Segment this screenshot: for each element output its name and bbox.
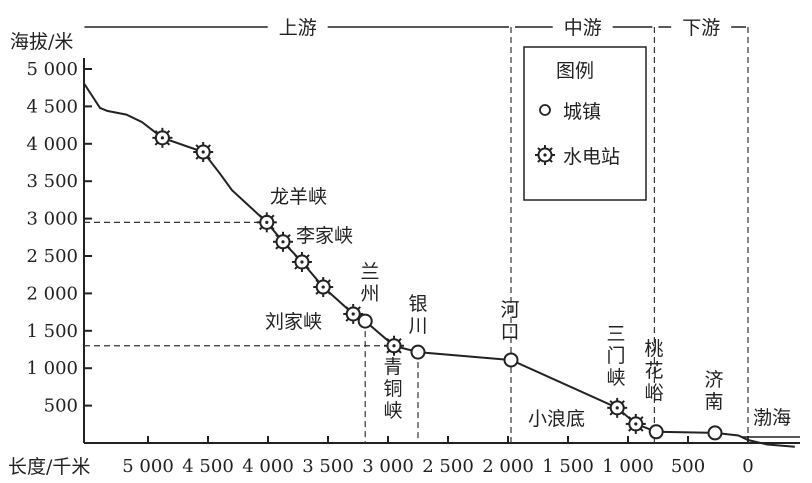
station-label-xiaolangdi: 小浪底: [528, 408, 585, 430]
y-tick-label: 500: [44, 396, 78, 417]
x-tick-label: 2 000: [482, 456, 534, 477]
town-icon: [503, 352, 519, 368]
town-legend-icon: [539, 104, 551, 116]
town-label-lanzhou: 兰州: [360, 261, 379, 305]
hydropower-station-icon: [193, 142, 214, 163]
x-tick-label: 500: [671, 456, 705, 477]
svg-text:铜: 铜: [383, 378, 402, 400]
svg-text:银: 银: [408, 293, 427, 315]
svg-text:门: 门: [606, 345, 625, 367]
y-tick-label: 2 500: [26, 246, 78, 267]
hydropower-station-icon: [343, 303, 364, 324]
svg-text:济: 济: [704, 369, 723, 391]
svg-text:峡: 峡: [383, 400, 402, 422]
town-icon: [707, 425, 723, 441]
sea-label-bohai: 渤海: [753, 407, 791, 429]
river-profile-line: [83, 83, 795, 448]
svg-text:峡: 峡: [606, 367, 625, 389]
svg-text:兰: 兰: [360, 261, 379, 283]
svg-text:青: 青: [383, 356, 402, 378]
hydropower-station-icon: [313, 277, 334, 298]
town-icon: [357, 313, 373, 329]
x-axis-label: 长度/千米: [8, 456, 90, 478]
station-label-liujiaxia: 刘家峡: [265, 311, 322, 333]
y-tick-label: 5 000: [26, 59, 78, 80]
y-tick-label: 4 500: [26, 96, 78, 117]
x-tick-label: 1 000: [602, 456, 654, 477]
hydropower-station-icon: [256, 212, 277, 233]
x-tick-label: 5 000: [122, 456, 174, 477]
svg-text:川: 川: [408, 315, 427, 337]
svg-text:口: 口: [500, 321, 519, 343]
x-tick-label: 4 000: [242, 456, 294, 477]
y-tick-label: 1 500: [26, 321, 78, 342]
svg-text:三: 三: [606, 323, 625, 345]
hydropower-station-icon: [535, 145, 555, 165]
town-icon: [648, 424, 664, 440]
hydropower-station-icon: [152, 127, 173, 148]
town-label-jinan: 济南: [704, 369, 723, 413]
town-label-hekou: 河口: [500, 299, 519, 343]
legend: 图例 城镇 水电站: [523, 46, 647, 201]
legend-town-label: 城镇: [563, 101, 601, 123]
svg-text:峪: 峪: [644, 382, 663, 404]
svg-text:南: 南: [704, 391, 723, 413]
y-tick-label: 3 000: [26, 209, 78, 230]
svg-text:花: 花: [644, 360, 663, 382]
y-axis-label: 海拔/米: [10, 31, 73, 53]
town-icon: [410, 344, 426, 360]
hydropower-station-icon: [273, 231, 293, 252]
x-tick-label: 0: [742, 456, 753, 477]
svg-text:桃: 桃: [644, 338, 663, 360]
legend-title: 图例: [556, 60, 594, 82]
station-label-longyangxia: 龙羊峡: [270, 186, 327, 208]
section-label: 上游: [279, 17, 317, 39]
section-label: 下游: [682, 17, 720, 39]
town-label-yinchuan: 银川: [408, 293, 427, 337]
x-tick-label: 3 500: [302, 456, 354, 477]
x-tick-label: 3 000: [362, 456, 414, 477]
hydropower-station-icon: [625, 413, 646, 434]
x-tick-label: 1 500: [542, 456, 594, 477]
town-label-taohuayu: 桃花峪: [644, 338, 663, 404]
y-tick-label: 4 000: [26, 134, 78, 155]
hydropower-station-icon: [291, 251, 312, 272]
hydropower-legend-icon: [535, 145, 555, 165]
section-label: 中游: [564, 17, 602, 39]
svg-text:州: 州: [360, 283, 379, 305]
hydropower-station-icon: [384, 335, 404, 356]
station-label-lijiaxia: 李家峡: [296, 225, 353, 247]
hydropower-station-icon: [607, 397, 628, 418]
y-tick-label: 2 000: [26, 283, 78, 304]
legend-station-label: 水电站: [563, 146, 620, 168]
svg-text:河: 河: [500, 299, 519, 321]
y-tick-label: 3 500: [26, 171, 78, 192]
x-tick-label: 4 500: [182, 456, 234, 477]
station-label-qingtongxia: 青铜峡: [383, 356, 402, 422]
x-tick-label: 2 500: [422, 456, 474, 477]
y-tick-label: 1 000: [26, 358, 78, 379]
station-label-sanmenxia: 三门峡: [606, 323, 625, 389]
